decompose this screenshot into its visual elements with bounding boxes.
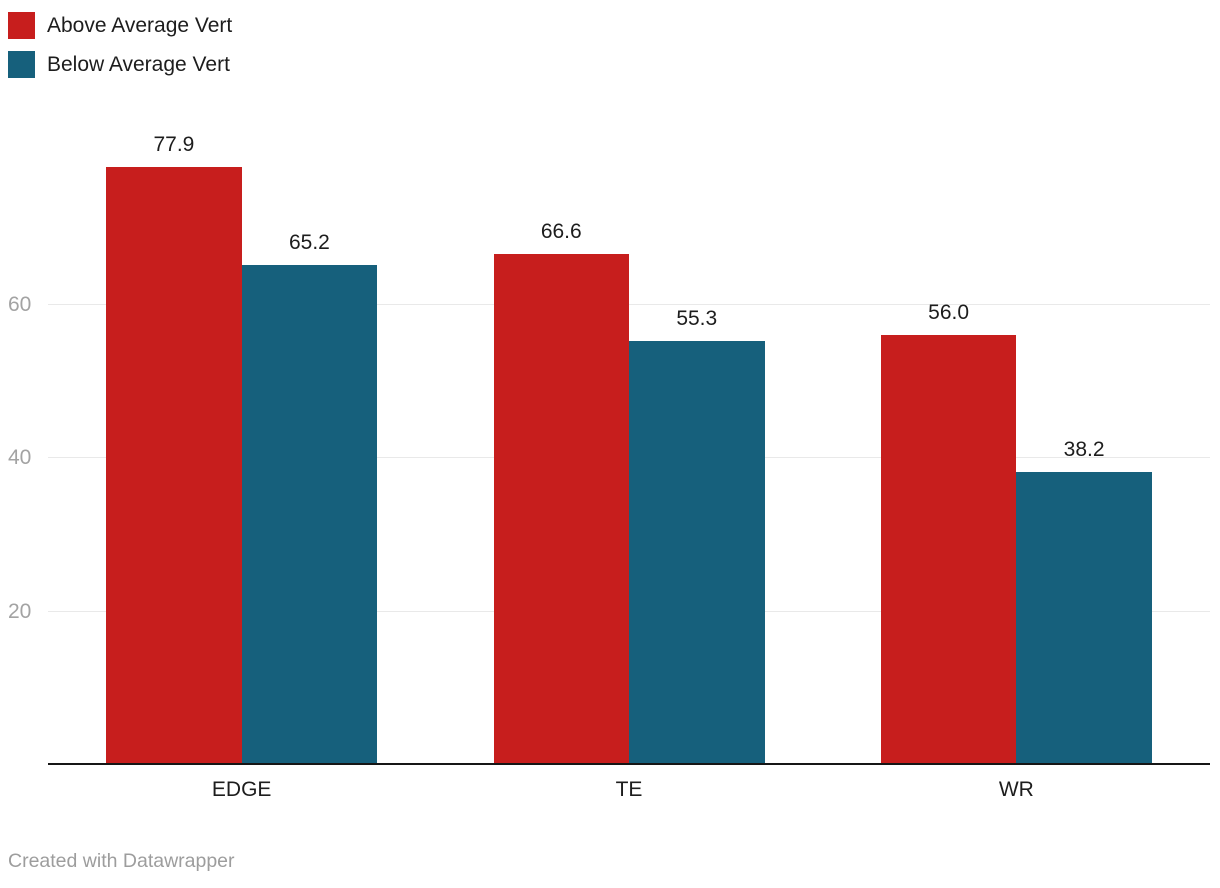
x-axis-category-label-wr: WR	[998, 778, 1034, 801]
x-axis-line	[48, 762, 1210, 765]
legend-label-above: Above Average Vert	[47, 14, 233, 37]
bar-value-label: 77.9	[153, 133, 195, 157]
x-axis-category-label-te: TE	[615, 778, 643, 801]
y-axis-tick-label-40: 40	[8, 446, 32, 469]
legend: Above Average Vert Below Average Vert	[8, 12, 232, 90]
x-axis-category-label-edge: EDGE	[211, 778, 272, 801]
bar-above-wr	[880, 335, 1017, 765]
bar-value-label: 38.2	[1063, 437, 1105, 461]
y-axis-tick-label-20: 20	[8, 599, 32, 623]
bar-value-label: 55.3	[676, 306, 718, 330]
legend-swatch-teal-icon	[8, 51, 35, 78]
gridline-60	[48, 303, 1210, 305]
bar-below-wr	[1016, 471, 1152, 765]
bar-value-label: 66.6	[540, 219, 582, 243]
y-axis-tick-label-60: 60	[8, 292, 32, 316]
bar-above-te	[493, 253, 629, 765]
bar-below-te	[629, 340, 765, 765]
legend-swatch-red-icon	[8, 12, 35, 39]
legend-item-below-average-vert: Below Average Vert	[8, 51, 232, 78]
bar-above-edge	[106, 167, 242, 765]
bar-below-edge	[241, 264, 378, 765]
plot-area: 77.9 65.2 66.6 55.3 56.0 38.2	[48, 0, 1210, 765]
bar-value-label: 65.2	[288, 230, 330, 254]
legend-label-below: Below Average Vert	[47, 53, 230, 76]
legend-item-above-average-vert: Above Average Vert	[8, 12, 232, 39]
attribution-credit: Created with Datawrapper	[8, 850, 235, 872]
bar-value-label: 56.0	[928, 301, 970, 325]
